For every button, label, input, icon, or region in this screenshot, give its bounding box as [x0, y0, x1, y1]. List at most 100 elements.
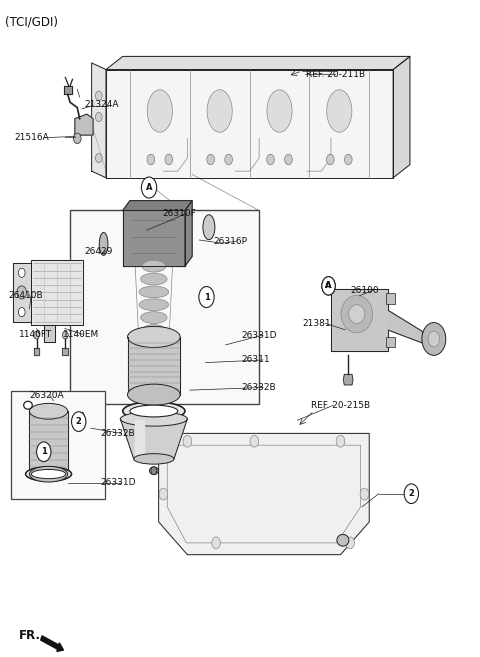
Polygon shape	[78, 413, 85, 424]
Ellipse shape	[203, 215, 215, 240]
Text: (TCI/GDI): (TCI/GDI)	[5, 15, 59, 28]
Ellipse shape	[142, 260, 166, 272]
Circle shape	[207, 154, 215, 165]
Text: 2: 2	[76, 417, 82, 426]
Polygon shape	[31, 260, 84, 325]
Ellipse shape	[29, 466, 68, 482]
Polygon shape	[120, 419, 187, 459]
Text: 2: 2	[408, 489, 414, 498]
Circle shape	[336, 436, 345, 447]
Text: A: A	[325, 281, 332, 290]
Circle shape	[212, 537, 220, 549]
Text: 26100: 26100	[350, 286, 379, 295]
Polygon shape	[34, 348, 39, 355]
Polygon shape	[123, 200, 192, 210]
Text: FR.: FR.	[19, 629, 41, 642]
Bar	[70, 210, 259, 404]
Ellipse shape	[139, 299, 168, 311]
Circle shape	[285, 154, 292, 165]
Text: REF. 20-215B: REF. 20-215B	[311, 401, 370, 410]
Text: 26311: 26311	[241, 355, 270, 365]
Circle shape	[267, 154, 275, 165]
Circle shape	[96, 91, 102, 101]
Polygon shape	[106, 57, 410, 70]
Ellipse shape	[207, 90, 232, 132]
Circle shape	[183, 436, 192, 447]
Text: 26316P: 26316P	[214, 237, 248, 246]
Polygon shape	[29, 411, 68, 474]
Circle shape	[147, 154, 155, 165]
Circle shape	[96, 112, 102, 122]
Ellipse shape	[349, 305, 365, 323]
Circle shape	[225, 154, 232, 165]
Bar	[386, 293, 395, 304]
Circle shape	[18, 307, 25, 317]
Circle shape	[345, 154, 352, 165]
Ellipse shape	[267, 90, 292, 132]
Ellipse shape	[128, 327, 180, 348]
Ellipse shape	[25, 467, 72, 482]
Text: 26429: 26429	[84, 246, 113, 256]
Ellipse shape	[128, 384, 180, 405]
Ellipse shape	[337, 534, 349, 546]
Ellipse shape	[134, 453, 174, 464]
Polygon shape	[44, 325, 55, 342]
Ellipse shape	[142, 325, 166, 336]
Polygon shape	[135, 420, 144, 457]
Circle shape	[250, 436, 259, 447]
Circle shape	[142, 177, 157, 198]
Text: 21324A: 21324A	[84, 100, 119, 109]
Text: 1: 1	[204, 292, 209, 302]
Polygon shape	[331, 289, 388, 351]
Ellipse shape	[139, 286, 168, 298]
Polygon shape	[62, 348, 68, 355]
Circle shape	[326, 154, 334, 165]
Ellipse shape	[24, 401, 32, 409]
Polygon shape	[158, 434, 369, 555]
Text: A: A	[325, 281, 332, 290]
Text: 1140EM: 1140EM	[63, 330, 99, 339]
Polygon shape	[92, 63, 106, 177]
Bar	[386, 337, 395, 348]
Text: 26332B: 26332B	[100, 429, 135, 438]
Polygon shape	[393, 57, 410, 177]
Circle shape	[159, 488, 168, 500]
Circle shape	[151, 466, 157, 474]
Polygon shape	[185, 200, 192, 266]
Ellipse shape	[120, 412, 187, 426]
Circle shape	[322, 277, 335, 295]
Circle shape	[72, 412, 86, 432]
Text: REF. 20-211B: REF. 20-211B	[306, 70, 365, 79]
Polygon shape	[64, 86, 72, 95]
FancyArrow shape	[41, 636, 63, 651]
Ellipse shape	[341, 296, 372, 332]
Ellipse shape	[147, 90, 172, 132]
Text: A: A	[146, 183, 152, 192]
Circle shape	[322, 277, 335, 295]
Text: 26410B: 26410B	[8, 290, 43, 300]
Polygon shape	[128, 337, 180, 395]
Polygon shape	[388, 311, 429, 346]
Polygon shape	[75, 114, 93, 135]
Circle shape	[404, 484, 419, 503]
Text: 26320A: 26320A	[29, 391, 64, 400]
Text: 21381: 21381	[302, 319, 331, 328]
Circle shape	[36, 442, 51, 462]
Text: 26331D: 26331D	[100, 478, 136, 487]
Ellipse shape	[123, 402, 185, 420]
Polygon shape	[343, 374, 353, 385]
Circle shape	[360, 488, 369, 500]
Circle shape	[96, 154, 102, 163]
Circle shape	[18, 268, 25, 277]
Text: 1: 1	[41, 447, 47, 456]
Circle shape	[422, 323, 446, 355]
Text: 1140FT: 1140FT	[19, 330, 52, 339]
Polygon shape	[106, 70, 393, 177]
Circle shape	[34, 331, 39, 339]
Ellipse shape	[29, 403, 68, 419]
Circle shape	[62, 331, 68, 339]
Text: 26332B: 26332B	[241, 383, 276, 392]
Circle shape	[428, 331, 440, 347]
Circle shape	[346, 537, 354, 549]
Circle shape	[17, 286, 26, 299]
